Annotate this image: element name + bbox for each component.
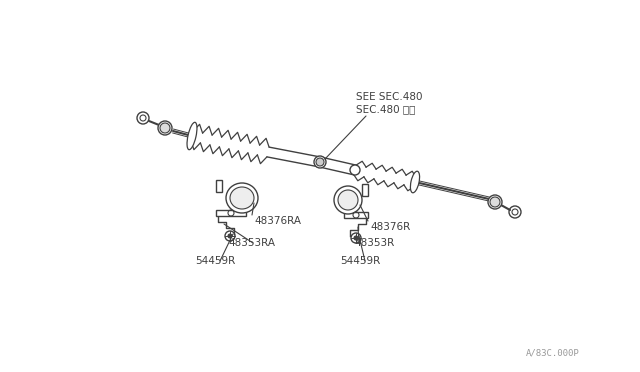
Text: 54459R: 54459R [195, 256, 236, 266]
Circle shape [160, 123, 170, 133]
Polygon shape [216, 210, 246, 216]
Ellipse shape [187, 122, 197, 150]
Text: A/83C.000P: A/83C.000P [526, 349, 580, 358]
Text: 48376R: 48376R [370, 222, 410, 232]
Circle shape [488, 195, 502, 209]
Circle shape [158, 121, 172, 135]
Ellipse shape [230, 187, 254, 209]
Text: SEC.480 参図: SEC.480 参図 [356, 104, 415, 114]
Ellipse shape [226, 183, 258, 213]
Text: 48353RA: 48353RA [228, 238, 275, 248]
Polygon shape [362, 184, 368, 196]
Circle shape [140, 115, 146, 121]
Polygon shape [344, 212, 368, 218]
Polygon shape [216, 180, 222, 192]
Circle shape [316, 158, 324, 166]
Circle shape [228, 234, 232, 238]
Circle shape [314, 156, 326, 168]
Ellipse shape [334, 186, 362, 214]
Circle shape [512, 209, 518, 215]
Text: 48376RA: 48376RA [254, 216, 301, 226]
Ellipse shape [338, 190, 358, 210]
Circle shape [350, 165, 360, 175]
Text: 48353R: 48353R [354, 238, 394, 248]
Text: SEE SEC.480: SEE SEC.480 [356, 92, 422, 102]
Ellipse shape [410, 171, 420, 193]
Circle shape [354, 236, 358, 240]
Circle shape [490, 197, 500, 207]
Text: 54459R: 54459R [340, 256, 380, 266]
